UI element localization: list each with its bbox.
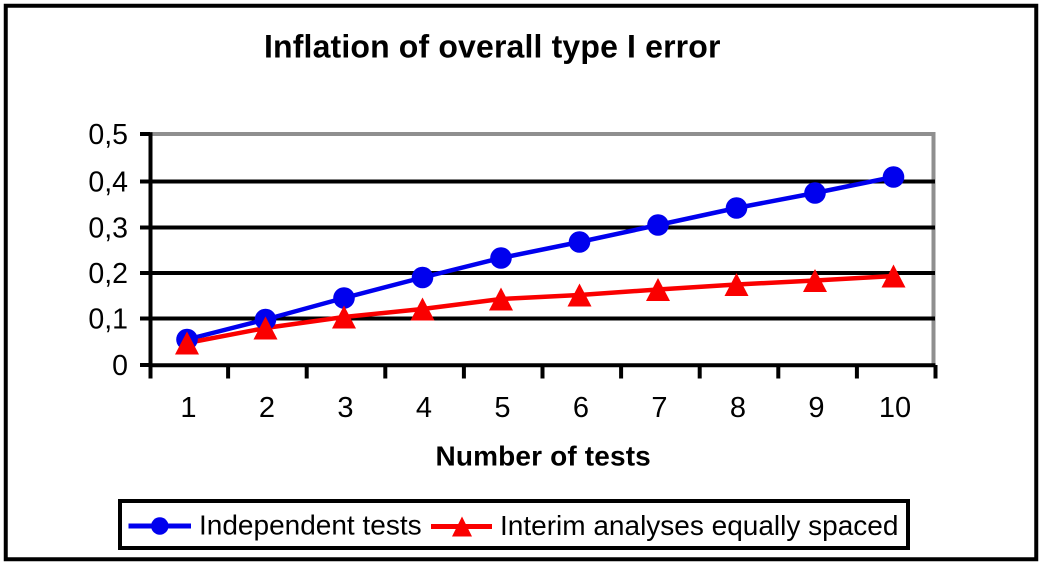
- svg-text:0,1: 0,1: [88, 304, 128, 336]
- svg-text:Interim analyses equally space: Interim analyses equally spaced: [500, 510, 898, 541]
- svg-text:0: 0: [112, 350, 128, 382]
- svg-text:9: 9: [808, 392, 824, 424]
- svg-text:10: 10: [879, 392, 911, 424]
- svg-text:0,3: 0,3: [88, 213, 128, 245]
- svg-text:7: 7: [651, 392, 667, 424]
- svg-text:Independent tests: Independent tests: [199, 510, 422, 541]
- svg-text:Number of tests: Number of tests: [436, 441, 651, 472]
- svg-text:0,4: 0,4: [88, 167, 128, 199]
- svg-text:2: 2: [259, 392, 275, 424]
- svg-text:Inflation of overall type I er: Inflation of overall type I error: [264, 29, 721, 65]
- svg-text:6: 6: [573, 392, 589, 424]
- svg-text:8: 8: [730, 392, 746, 424]
- svg-text:0,2: 0,2: [88, 258, 128, 290]
- svg-text:0,5: 0,5: [88, 119, 128, 151]
- svg-text:3: 3: [337, 392, 353, 424]
- svg-text:5: 5: [494, 392, 510, 424]
- svg-text:4: 4: [416, 392, 432, 424]
- svg-text:1: 1: [180, 392, 196, 424]
